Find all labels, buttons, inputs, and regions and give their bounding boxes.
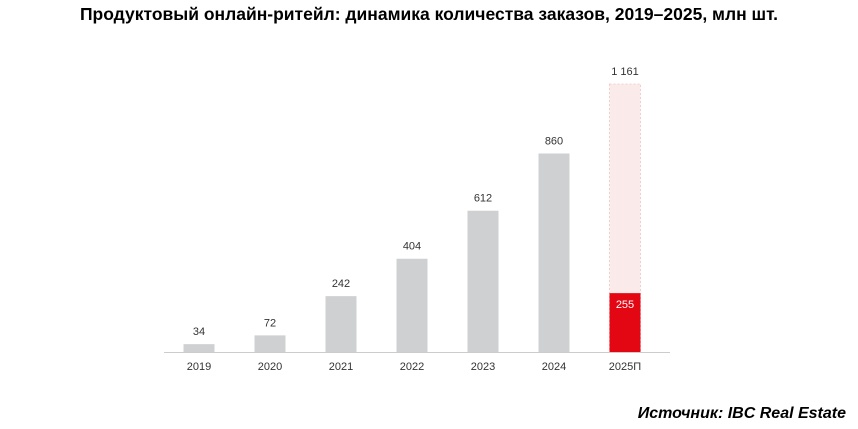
category-label: 2022: [400, 361, 424, 373]
bar-highlight: [609, 293, 641, 352]
value-label: 860: [545, 135, 563, 147]
bar: [325, 296, 357, 352]
value-label: 612: [474, 193, 492, 205]
source-note: Источник: IBC Real Estate: [637, 405, 846, 422]
bar: [538, 153, 570, 352]
category-label: 2025П: [609, 361, 641, 373]
bar: [396, 258, 428, 352]
chart-title: Продуктовый онлайн-ритейл: динамика коли…: [79, 4, 779, 24]
category-label: 2020: [258, 361, 282, 373]
value-label: 404: [403, 241, 421, 253]
category-label: 2021: [329, 361, 353, 373]
category-label: 2024: [542, 361, 566, 373]
bar: [254, 335, 286, 352]
value-label: 242: [332, 278, 350, 290]
bar: [183, 344, 215, 352]
bar: [467, 210, 499, 352]
category-label: 2019: [187, 361, 211, 373]
category-label: 2023: [471, 361, 495, 373]
highlight-label: 255: [616, 299, 634, 311]
value-label: 72: [264, 317, 276, 329]
value-label: 1 161: [611, 66, 639, 78]
value-label: 34: [193, 326, 205, 338]
